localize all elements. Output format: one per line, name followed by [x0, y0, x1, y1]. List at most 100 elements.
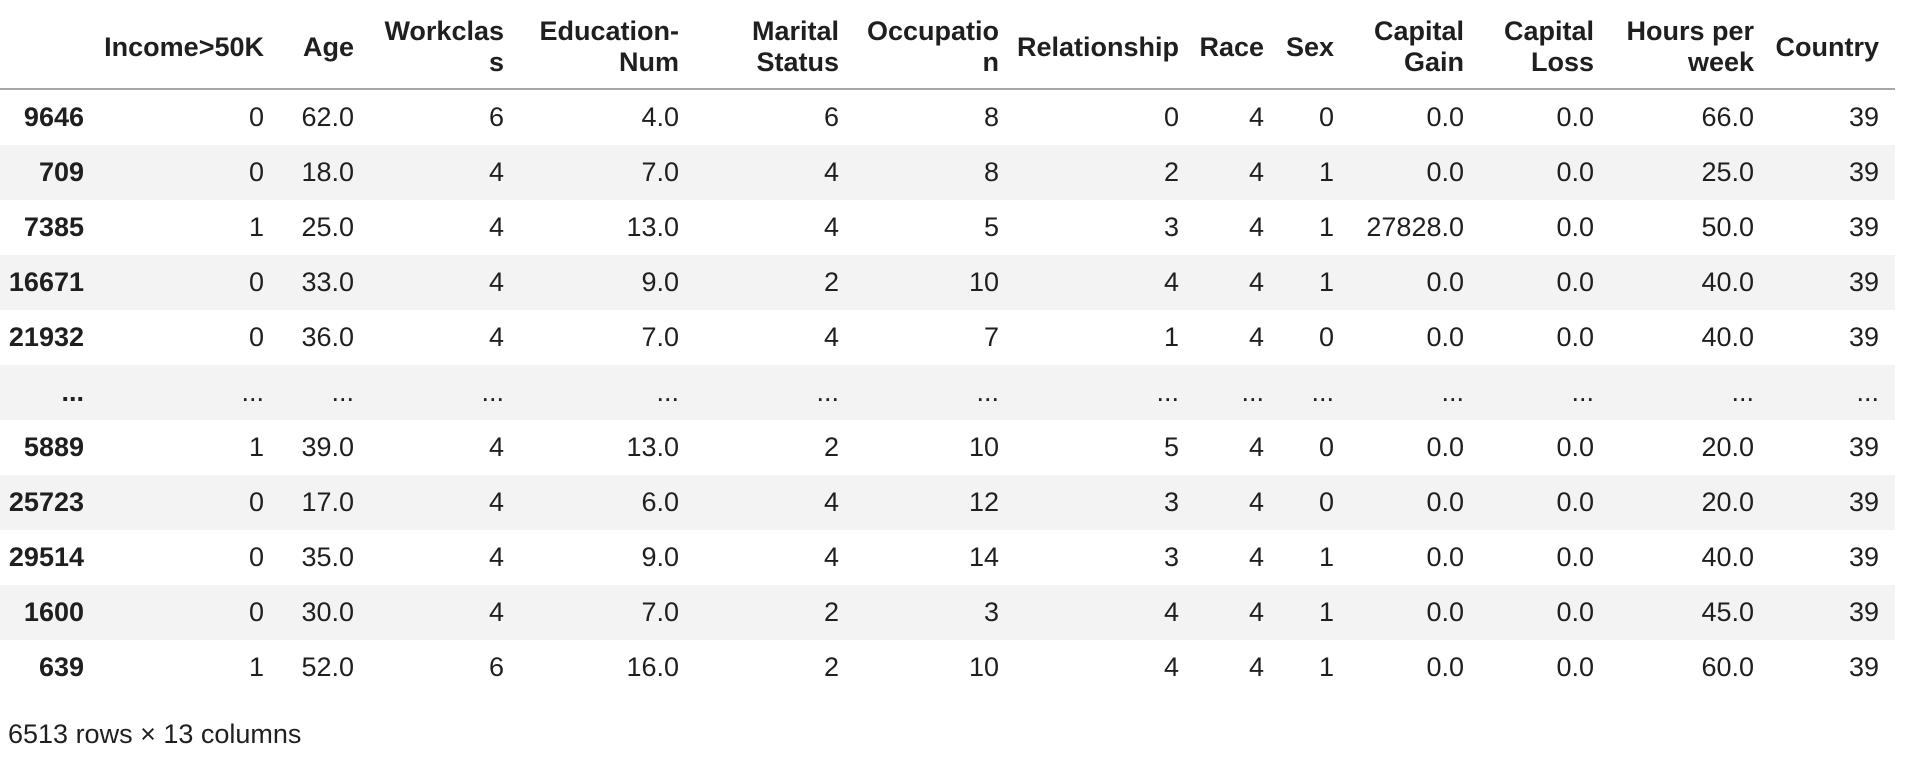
- table-cell: 0: [248, 597, 264, 627]
- table-cell: 30.0: [301, 597, 354, 627]
- column-header: Occupation: [855, 6, 1015, 90]
- table-row: ........................................…: [0, 365, 1895, 420]
- table-cell: 0: [248, 322, 264, 352]
- table-cell: 36.0: [301, 322, 354, 352]
- row-index: 5889: [23, 432, 84, 462]
- table-cell: 62.0: [301, 102, 354, 132]
- table-cell: 4: [488, 597, 504, 627]
- table-cell: 4: [823, 542, 839, 572]
- row-index: 9646: [23, 102, 84, 132]
- table-cell: 4: [823, 212, 839, 242]
- column-header: Age: [280, 6, 370, 90]
- table-row: 16671 0 33.0 4 9.0 2 10 4 4 1 0.0 0.0 40.0 39: [0, 255, 1895, 310]
- row-index: 639: [38, 652, 84, 682]
- column-header: Sex: [1280, 6, 1350, 90]
- table-cell: 4: [1248, 102, 1264, 132]
- table-cell: 39: [1848, 597, 1879, 627]
- table-cell: 1: [248, 432, 264, 462]
- table-cell: 4: [1248, 542, 1264, 572]
- row-index: 709: [38, 157, 84, 187]
- table-cell: ...: [816, 377, 839, 407]
- table-cell: 4: [1163, 597, 1179, 627]
- table-cell: ...: [481, 377, 504, 407]
- table-cell: 1: [1318, 542, 1334, 572]
- table-cell: 2: [823, 267, 839, 297]
- table-cell: 7: [983, 322, 999, 352]
- header-row: Income>50K Age Workclass Education-Num Marit…: [0, 6, 1895, 90]
- table-cell: 4: [1248, 597, 1264, 627]
- table-cell: 0.0: [1556, 267, 1594, 297]
- table-cell: 3: [983, 597, 999, 627]
- row-index: ...: [61, 377, 84, 407]
- table-cell: 4: [1248, 212, 1264, 242]
- table-cell: 18.0: [301, 157, 354, 187]
- column-header: Race: [1195, 6, 1280, 90]
- table-cell: 40.0: [1701, 322, 1754, 352]
- table-cell: 0.0: [1426, 487, 1464, 517]
- row-index: 29514: [8, 542, 84, 572]
- table-cell: 33.0: [301, 267, 354, 297]
- row-index: 25723: [8, 487, 84, 517]
- table-cell: ...: [1731, 377, 1754, 407]
- table-body: 9646 0 62.0 6 4.0 6 8 0 4 0 0.0 0.0 66.0 39 709 0 18.0 4 7…: [0, 89, 1895, 695]
- table-cell: 4: [1163, 652, 1179, 682]
- column-header: Education-Num: [520, 6, 695, 90]
- table-cell: 35.0: [301, 542, 354, 572]
- table-cell: 0.0: [1426, 102, 1464, 132]
- table-cell: 25.0: [1701, 157, 1754, 187]
- table-cell: ...: [1311, 377, 1334, 407]
- table-cell: 0.0: [1426, 432, 1464, 462]
- table-cell: 17.0: [301, 487, 354, 517]
- table-cell: 20.0: [1701, 487, 1754, 517]
- table-cell: ...: [1571, 377, 1594, 407]
- table-cell: 14: [968, 542, 999, 572]
- table-cell: 40.0: [1701, 267, 1754, 297]
- table-cell: 4: [488, 432, 504, 462]
- table-cell: 0.0: [1556, 652, 1594, 682]
- table-cell: 39: [1848, 157, 1879, 187]
- table-cell: ...: [976, 377, 999, 407]
- table-cell: 1: [1318, 267, 1334, 297]
- table-cell: 12: [968, 487, 999, 517]
- table-cell: 0: [1318, 322, 1334, 352]
- table-cell: 1: [1318, 652, 1334, 682]
- table-cell: 0: [248, 487, 264, 517]
- table-cell: 8: [983, 102, 999, 132]
- table-cell: 4.0: [641, 102, 679, 132]
- table-cell: 0: [1318, 432, 1334, 462]
- table-cell: 4: [1248, 432, 1264, 462]
- table-cell: ...: [1856, 377, 1879, 407]
- table-cell: 4: [823, 157, 839, 187]
- table-cell: 7.0: [641, 322, 679, 352]
- table-cell: 0.0: [1556, 432, 1594, 462]
- table-row: 5889 1 39.0 4 13.0 2 10 5 4 0 0.0 0.0 20.0 39: [0, 420, 1895, 475]
- table-cell: 5: [983, 212, 999, 242]
- table-cell: 39: [1848, 542, 1879, 572]
- table-cell: 13.0: [626, 432, 679, 462]
- table-cell: 27828.0: [1366, 212, 1464, 242]
- table-cell: 0.0: [1426, 322, 1464, 352]
- table-cell: 10: [968, 267, 999, 297]
- table-cell: 1: [1163, 322, 1179, 352]
- table-row: 709 0 18.0 4 7.0 4 8 2 4 1 0.0 0.0 25.0 39: [0, 145, 1895, 200]
- row-index: 16671: [8, 267, 84, 297]
- table-cell: 13.0: [626, 212, 679, 242]
- table-cell: 6.0: [641, 487, 679, 517]
- table-cell: 1: [1318, 212, 1334, 242]
- table-row: 1600 0 30.0 4 7.0 2 3 4 4 1 0.0 0.0 45.0 39: [0, 585, 1895, 640]
- table-cell: 4: [823, 487, 839, 517]
- table-cell: 20.0: [1701, 432, 1754, 462]
- table-row: 25723 0 17.0 4 6.0 4 12 3 4 0 0.0 0.0 20.0 39: [0, 475, 1895, 530]
- table-cell: 60.0: [1701, 652, 1754, 682]
- table-cell: 50.0: [1701, 212, 1754, 242]
- column-header: Workclass: [370, 6, 520, 90]
- table-cell: 39: [1848, 322, 1879, 352]
- table-cell: 4: [1248, 157, 1264, 187]
- table-cell: 7.0: [641, 597, 679, 627]
- column-header: Capital Gain: [1350, 6, 1480, 90]
- table-cell: 1: [1318, 157, 1334, 187]
- table-cell: 4: [488, 267, 504, 297]
- table-cell: ...: [1441, 377, 1464, 407]
- column-header: Marital Status: [695, 6, 855, 90]
